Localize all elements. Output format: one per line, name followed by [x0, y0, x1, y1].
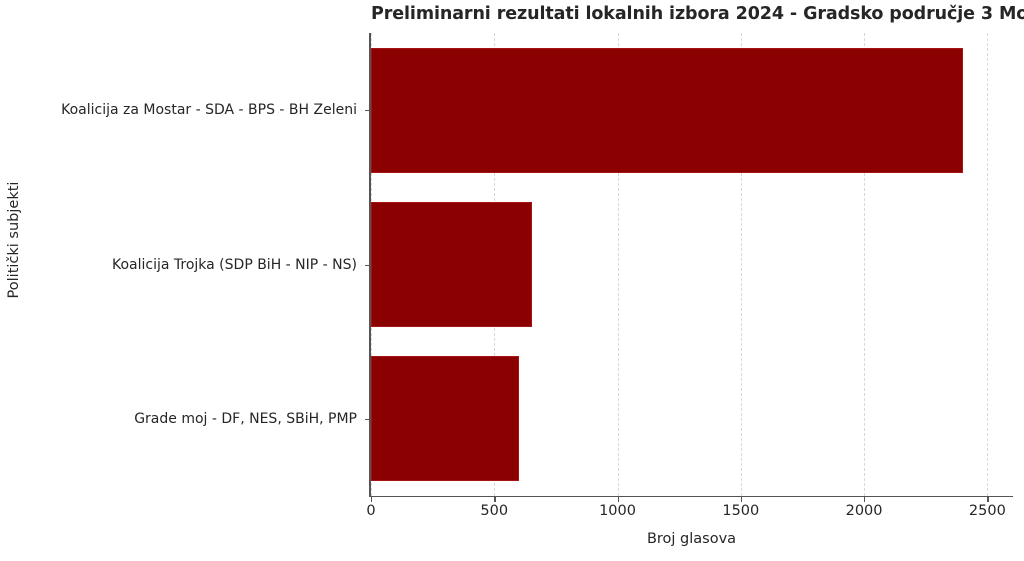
x-tick-label: 500 [480, 503, 509, 519]
x-tick-mark [371, 497, 373, 502]
x-tick-mark [617, 497, 619, 502]
y-tick-mark [365, 418, 370, 421]
x-tick-label: 1500 [722, 503, 760, 519]
gridline-2000 [864, 33, 866, 496]
x-tick-label: 2000 [845, 503, 883, 519]
x-tick-mark [740, 497, 743, 502]
y-axis-label: Politički subjekti [6, 181, 22, 299]
gridline-1000 [617, 33, 619, 496]
x-tick-label: 2500 [968, 503, 1006, 519]
x-axis-label: Broj glasova [646, 531, 737, 547]
y-tick-label: Koalicija Trojka (SDP BiH - NIP - NS) [111, 256, 357, 273]
x-tick-mark [987, 497, 989, 502]
y-tick-label: Grade moj - DF, NES, SBiH, PMP [134, 410, 357, 427]
gridline-2500 [987, 33, 989, 496]
y-tick-mark [365, 110, 370, 112]
bar [371, 201, 533, 327]
x-tick-mark [864, 497, 866, 502]
plot-area [371, 33, 1012, 496]
gridline-1500 [740, 33, 742, 496]
bar [371, 356, 519, 482]
x-tick-label: 1000 [599, 503, 636, 519]
y-axis-spine [369, 33, 371, 497]
chart-title: Preliminarni rezultati lokalnih izbora 2… [371, 4, 1024, 24]
x-tick-mark [494, 497, 496, 502]
x-axis-spine [369, 495, 1013, 498]
y-tick-label: Koalicija za Mostar - SDA - BPS - BH Zel… [61, 102, 357, 119]
y-tick-mark [365, 264, 370, 266]
x-tick-label: 0 [366, 503, 376, 519]
bar [371, 47, 963, 173]
